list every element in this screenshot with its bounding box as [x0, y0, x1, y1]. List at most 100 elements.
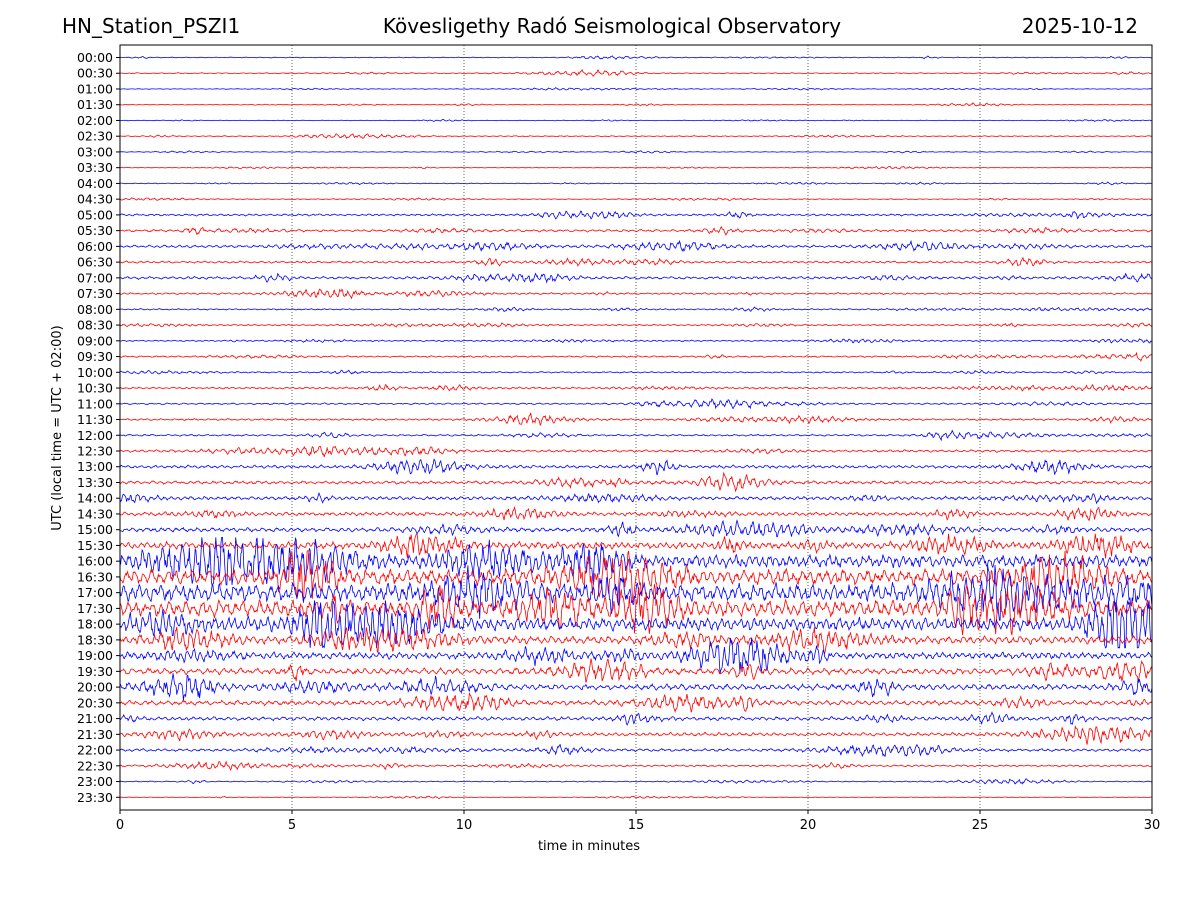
- trace-0400: [119, 181, 1153, 186]
- y-tick-label: 22:00: [77, 743, 113, 758]
- y-tick-label: 01:30: [77, 97, 113, 112]
- trace-0300: [119, 150, 1152, 154]
- y-tick-label: 05:30: [77, 223, 113, 238]
- x-tick-label: 25: [972, 818, 989, 833]
- trace-0600: [119, 239, 1153, 253]
- y-tick-label: 10:30: [77, 381, 113, 396]
- x-tick-label: 20: [800, 818, 817, 833]
- y-tick-label: 02:30: [77, 129, 113, 144]
- trace-0430: [119, 197, 1153, 201]
- trace-1630: [119, 550, 1153, 603]
- trace-1600: [119, 536, 1153, 586]
- trace-0200: [119, 118, 1153, 122]
- trace-2230: [120, 760, 1153, 771]
- y-tick-label: 13:00: [77, 459, 113, 474]
- trace-0800: [119, 306, 1153, 313]
- y-tick-label: 23:30: [77, 790, 113, 805]
- y-tick-label: 17:30: [77, 601, 113, 616]
- trace-1230: [119, 445, 1153, 458]
- y-tick-label: 14:30: [77, 506, 113, 521]
- y-axis: 00:0000:3001:0001:3002:0002:3003:0003:30…: [77, 50, 120, 805]
- trace-1830: [119, 626, 1153, 655]
- trace-0330: [120, 165, 1152, 170]
- y-tick-label: 18:30: [77, 632, 113, 647]
- trace-1800: [119, 600, 1153, 649]
- trace-0630: [119, 256, 1153, 267]
- trace-2200: [119, 743, 1153, 758]
- trace-1730: [119, 584, 1153, 636]
- station-name: HN_Station_PSZI1: [62, 14, 241, 38]
- y-tick-label: 20:30: [77, 695, 113, 710]
- trace-0500: [119, 210, 1153, 220]
- trace-1100: [119, 398, 1153, 410]
- trace-1000: [119, 369, 1153, 375]
- y-tick-label: 05:00: [77, 207, 113, 222]
- y-tick-label: 07:30: [77, 286, 113, 301]
- y-tick-label: 21:30: [77, 727, 113, 742]
- y-tick-label: 17:00: [77, 585, 113, 600]
- y-tick-label: 09:30: [77, 349, 113, 364]
- y-tick-label: 09:00: [77, 333, 113, 348]
- y-tick-label: 19:30: [77, 664, 113, 679]
- x-tick-label: 0: [116, 818, 124, 833]
- trace-0100: [120, 87, 1153, 91]
- trace-2300: [119, 778, 1153, 785]
- chart-title: Kövesligethy Radó Seismological Observat…: [382, 14, 842, 38]
- y-tick-label: 03:00: [77, 144, 113, 159]
- trace-0700: [119, 272, 1153, 284]
- trace-0530: [119, 226, 1153, 236]
- y-tick-label: 18:00: [77, 617, 113, 632]
- trace-0000: [120, 55, 1153, 60]
- trace-1330: [119, 471, 1153, 493]
- trace-2330: [119, 795, 1152, 800]
- y-tick-label: 21:00: [77, 711, 113, 726]
- trace-1900: [119, 637, 1153, 674]
- trace-1530: [119, 533, 1153, 559]
- y-tick-label: 20:00: [77, 680, 113, 695]
- trace-2000: [119, 673, 1153, 701]
- x-tick-label: 5: [288, 818, 296, 833]
- trace-0730: [119, 288, 1153, 300]
- y-tick-label: 13:30: [77, 475, 113, 490]
- y-tick-label: 11:00: [77, 396, 113, 411]
- y-tick-label: 12:30: [77, 444, 113, 459]
- trace-0900: [119, 338, 1153, 344]
- trace-0130: [120, 102, 1153, 107]
- y-tick-label: 11:30: [77, 412, 113, 427]
- y-tick-label: 02:00: [77, 113, 113, 128]
- y-tick-label: 15:00: [77, 522, 113, 537]
- y-axis-label: UTC (local time = UTC + 02:00): [50, 325, 65, 530]
- y-tick-label: 15:30: [77, 538, 113, 553]
- x-axis: 0 5 10 15 20 25 30: [116, 810, 1160, 833]
- trace-0230: [120, 133, 1153, 139]
- y-tick-label: 07:00: [77, 270, 113, 285]
- seismogram-traces: [119, 55, 1153, 800]
- trace-1500: [119, 519, 1153, 538]
- trace-2130: [119, 725, 1153, 745]
- trace-1200: [120, 429, 1153, 442]
- y-tick-label: 01:00: [77, 81, 113, 96]
- y-tick-label: 06:00: [77, 239, 113, 254]
- y-tick-label: 10:00: [77, 365, 113, 380]
- y-tick-label: 19:00: [77, 648, 113, 663]
- y-tick-label: 14:00: [77, 491, 113, 506]
- y-tick-label: 06:30: [77, 255, 113, 270]
- x-axis-label: time in minutes: [538, 839, 640, 854]
- trace-1300: [119, 458, 1153, 475]
- y-tick-label: 08:30: [77, 318, 113, 333]
- trace-1700: [119, 565, 1153, 621]
- trace-1930: [119, 658, 1153, 683]
- grid-lines: [291, 45, 981, 810]
- trace-2100: [120, 711, 1153, 726]
- y-tick-label: 04:30: [77, 192, 113, 207]
- trace-1400: [119, 491, 1153, 505]
- trace-0030: [119, 68, 1153, 78]
- trace-0830: [119, 322, 1153, 328]
- x-tick-label: 15: [628, 818, 645, 833]
- y-tick-label: 16:00: [77, 554, 113, 569]
- x-tick-label: 30: [1144, 818, 1161, 833]
- y-tick-label: 04:00: [77, 176, 113, 191]
- y-tick-label: 22:30: [77, 758, 113, 773]
- y-tick-label: 08:00: [77, 302, 113, 317]
